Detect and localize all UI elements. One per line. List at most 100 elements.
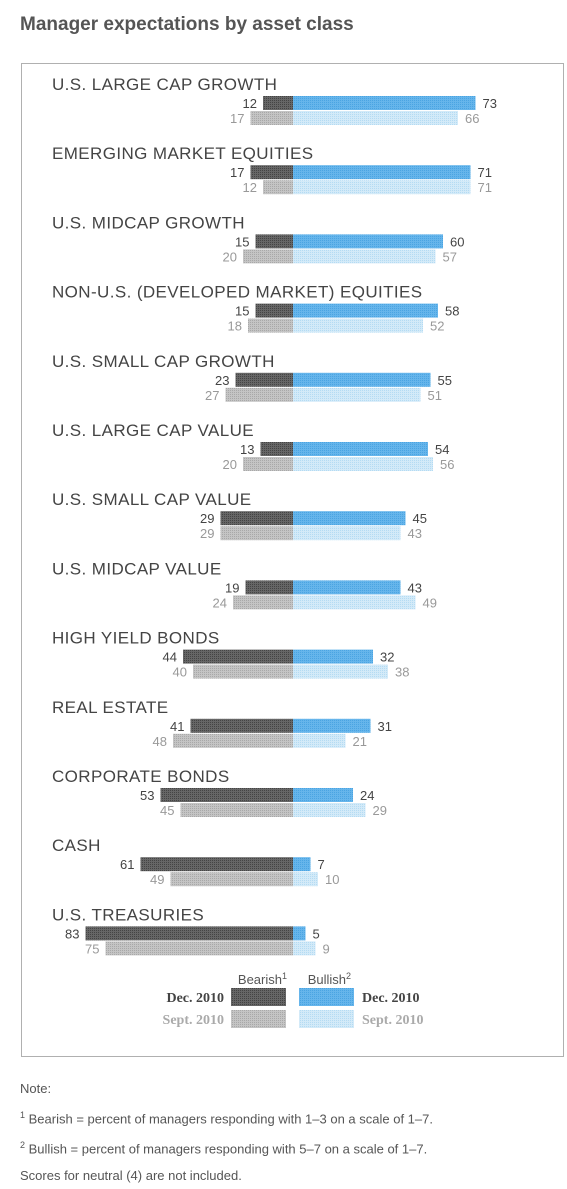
category-label: U.S. MIDCAP GROWTH [52, 213, 245, 232]
data-label: 31 [378, 719, 392, 734]
bar-bearish-dec [263, 96, 293, 110]
data-label: 27 [205, 388, 219, 403]
bar-bullish-sept [293, 249, 436, 264]
bar-bearish-sept [243, 457, 293, 471]
data-label: 45 [160, 803, 174, 818]
data-label: 49 [150, 872, 164, 887]
bar-bullish-sept [293, 387, 421, 402]
data-label: 71 [478, 165, 492, 180]
data-label: 73 [483, 96, 497, 111]
data-label: 40 [173, 665, 187, 680]
legend-sept-right: Sept. 2010 [362, 1013, 423, 1028]
bar-bearish-sept [173, 733, 293, 748]
bar-bullish-dec [293, 718, 371, 733]
legend-bearish-title: Bearish1 [238, 971, 287, 987]
category-label: U.S. SMALL CAP GROWTH [52, 352, 275, 371]
category-label: U.S. LARGE CAP VALUE [52, 421, 254, 440]
data-label: 44 [163, 650, 177, 665]
data-label: 18 [228, 319, 242, 334]
data-label: 5 [313, 926, 320, 941]
bar-bullish-dec [293, 511, 406, 526]
bar-bullish-dec [293, 857, 311, 872]
bar-bearish-dec [255, 234, 293, 249]
data-label: 23 [215, 373, 229, 388]
bar-bearish-dec [245, 580, 293, 595]
data-label: 57 [443, 249, 457, 264]
data-label: 9 [323, 941, 330, 956]
bar-bullish-sept [293, 664, 388, 679]
data-label: 19 [225, 580, 239, 595]
bar-bearish-sept [180, 803, 293, 817]
note-2-mark: 2 [20, 1140, 26, 1151]
note-1-mark: 1 [20, 1110, 26, 1120]
bar-bullish-dec [293, 926, 306, 941]
data-label: 24 [213, 595, 227, 610]
category-label: U.S. MIDCAP VALUE [52, 559, 222, 578]
bar-bullish-sept [293, 941, 316, 956]
bar-bearish-dec [160, 788, 293, 802]
data-label: 58 [445, 304, 459, 319]
bar-bullish-dec [293, 165, 471, 180]
data-label: 54 [435, 442, 449, 457]
legend-swatch-bearish-dec [231, 988, 286, 1006]
data-label: 29 [200, 511, 214, 526]
data-label: 24 [360, 788, 374, 803]
category-label: HIGH YIELD BONDS [52, 629, 220, 648]
bar-bearish-sept [243, 249, 293, 264]
data-label: 55 [438, 373, 452, 388]
data-label: 12 [243, 180, 257, 195]
data-label: 51 [428, 388, 442, 403]
data-label: 60 [450, 234, 464, 249]
data-label: 21 [353, 734, 367, 749]
data-label: 52 [430, 319, 444, 334]
note-2-text: Bullish = percent of managers responding… [28, 1141, 428, 1157]
legend-dec-right: Dec. 2010 [362, 991, 420, 1006]
note-2: 2 Bullish = percent of managers respondi… [20, 1132, 433, 1162]
data-label: 66 [465, 111, 479, 126]
bar-bullish-sept [293, 526, 401, 541]
category-label: REAL ESTATE [52, 698, 169, 717]
data-label: 49 [423, 595, 437, 610]
data-label: 53 [140, 788, 154, 803]
bar-bearish-dec [255, 303, 293, 318]
bar-bearish-sept [193, 664, 293, 679]
bar-bullish-sept [293, 318, 423, 333]
page-title: Manager expectations by asset class [20, 14, 354, 35]
data-label: 12 [243, 96, 257, 111]
data-label: 20 [223, 249, 237, 264]
bar-bearish-dec [220, 511, 293, 526]
bar-bearish-dec [140, 857, 293, 872]
bar-bearish-sept [170, 872, 293, 887]
data-label: 17 [230, 165, 244, 180]
bar-bullish-dec [293, 649, 373, 664]
data-label: 10 [325, 872, 339, 887]
chart-notes: Note: 1 Bearish = percent of managers re… [20, 1076, 433, 1189]
data-label: 61 [120, 857, 134, 872]
diverging-bar-chart: U.S. LARGE CAP GROWTH 12 73 17 66 EMERGING MA… [52, 75, 497, 1028]
category-label: CASH [52, 836, 101, 855]
data-label: 15 [235, 304, 249, 319]
bar-bearish-sept [220, 526, 293, 541]
bar-bullish-sept [293, 457, 433, 471]
bar-bearish-dec [183, 649, 293, 664]
legend-bullish-title: Bullish2 [308, 971, 351, 987]
bar-bearish-dec [190, 718, 293, 733]
bar-bearish-dec [260, 442, 293, 456]
data-label: 13 [240, 442, 254, 457]
legend-dec-left: Dec. 2010 [166, 991, 224, 1006]
note-3: Scores for neutral (4) are not included. [20, 1167, 242, 1183]
data-label: 41 [170, 719, 184, 734]
bar-bearish-dec [250, 165, 293, 180]
bar-bullish-dec [293, 96, 476, 110]
bar-bearish-sept [263, 180, 293, 195]
note-1: 1 Bearish = percent of managers respondi… [20, 1102, 433, 1132]
bar-bullish-dec [293, 234, 443, 249]
data-label: 38 [395, 665, 409, 680]
legend-sept-left: Sept. 2010 [163, 1013, 224, 1028]
bar-bearish-dec [85, 926, 293, 941]
bar-bullish-sept [293, 872, 318, 887]
category-label: U.S. TREASURIES [52, 905, 204, 924]
data-label: 32 [380, 650, 394, 665]
bar-bearish-sept [250, 111, 293, 125]
category-label: U.S. LARGE CAP GROWTH [52, 75, 277, 94]
